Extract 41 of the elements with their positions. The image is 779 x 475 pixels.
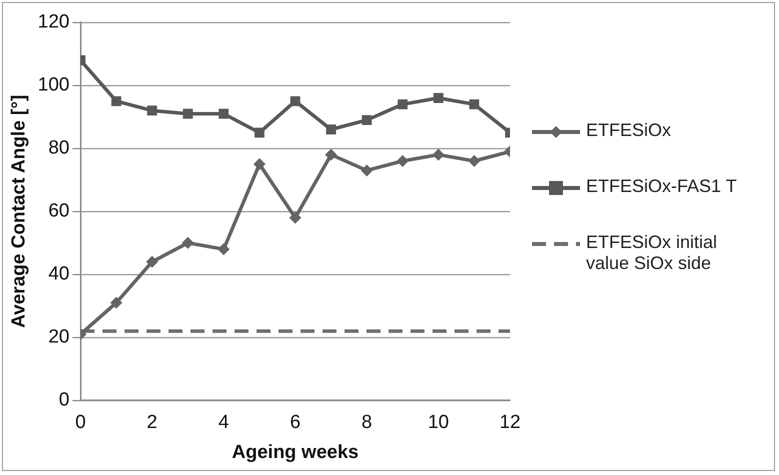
point (111, 96, 122, 106)
legend-label: ETFESiOx-FAS1 T (586, 176, 737, 197)
point (469, 99, 480, 110)
y-tick-label: 0 (58, 390, 70, 411)
point (468, 155, 480, 167)
point (218, 108, 229, 119)
point (398, 99, 408, 110)
y-tick-label: 20 (48, 326, 70, 348)
y-tick-label: 120 (38, 12, 70, 33)
y-tick-label: 100 (38, 74, 70, 96)
y-tick-label: 80 (48, 138, 70, 159)
point (218, 243, 230, 256)
y-tick-label: 40 (48, 264, 70, 285)
x-tick-label: 8 (362, 412, 372, 434)
x-axis-title: Ageing weeks (232, 442, 359, 463)
legend-label: ETFESiOx (586, 120, 672, 141)
point (433, 93, 444, 103)
point (182, 236, 194, 249)
point (325, 148, 338, 161)
x-tick-label: 6 (290, 412, 301, 434)
point (360, 164, 373, 176)
point (290, 96, 300, 106)
x-tick-label: 4 (218, 412, 230, 434)
point (147, 106, 158, 116)
y-axis-title: Average Contact Angle [°] (8, 94, 30, 328)
point (289, 212, 302, 224)
point (432, 148, 444, 161)
point (326, 124, 336, 134)
point (146, 256, 158, 268)
x-tick-label: 2 (146, 412, 158, 434)
point (254, 128, 264, 138)
x-tick-label: 10 (428, 412, 449, 434)
x-tick-label: 12 (499, 412, 521, 434)
point (362, 115, 372, 125)
y-tick-label: 60 (48, 200, 70, 222)
point (396, 155, 409, 167)
x-tick-label: 0 (75, 412, 86, 434)
point (182, 108, 193, 119)
legend-label: ETFESiOx initial value SiOx side (586, 232, 718, 274)
point (110, 296, 122, 309)
point (253, 158, 266, 170)
